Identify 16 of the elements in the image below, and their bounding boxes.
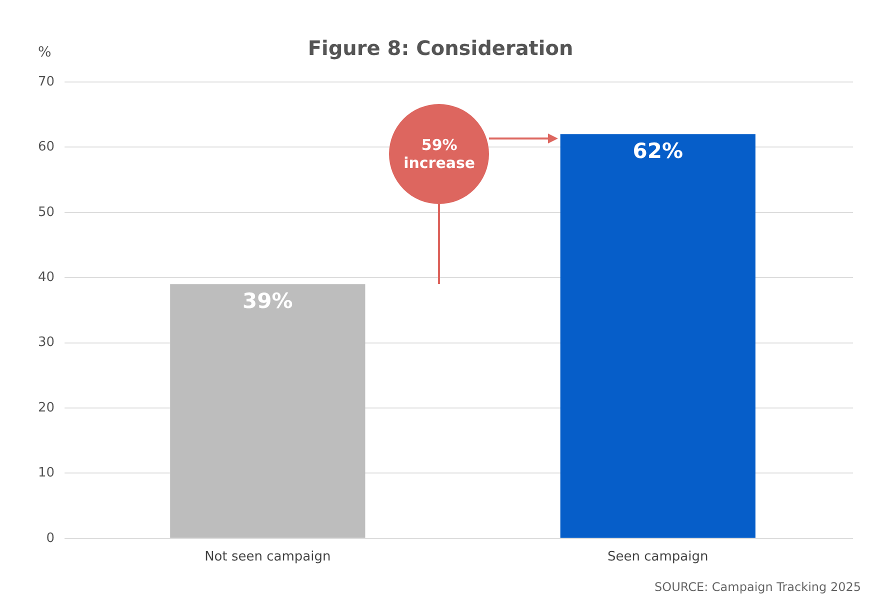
- y-tick-label: 30: [38, 335, 55, 350]
- data-label: 39%: [242, 289, 293, 314]
- y-axis-title: %: [38, 44, 52, 61]
- y-tick-label: 10: [38, 466, 55, 481]
- y-tick-label: 60: [38, 140, 55, 155]
- chart-title: Figure 8: Consideration: [308, 36, 574, 60]
- y-tick-label: 20: [38, 400, 55, 416]
- y-tick-label: 0: [46, 530, 55, 546]
- y-tick-label: 70: [38, 74, 55, 90]
- x-tick-label: Seen campaign: [608, 550, 708, 565]
- source-note: SOURCE: Campaign Tracking 2025: [654, 580, 861, 594]
- data-label: 62%: [632, 139, 684, 164]
- x-tick-label: Not seen campaign: [204, 550, 331, 565]
- annotation: 59% increase: [389, 104, 490, 204]
- y-tick-label: 50: [38, 204, 55, 220]
- y-tick-label: 40: [38, 270, 55, 285]
